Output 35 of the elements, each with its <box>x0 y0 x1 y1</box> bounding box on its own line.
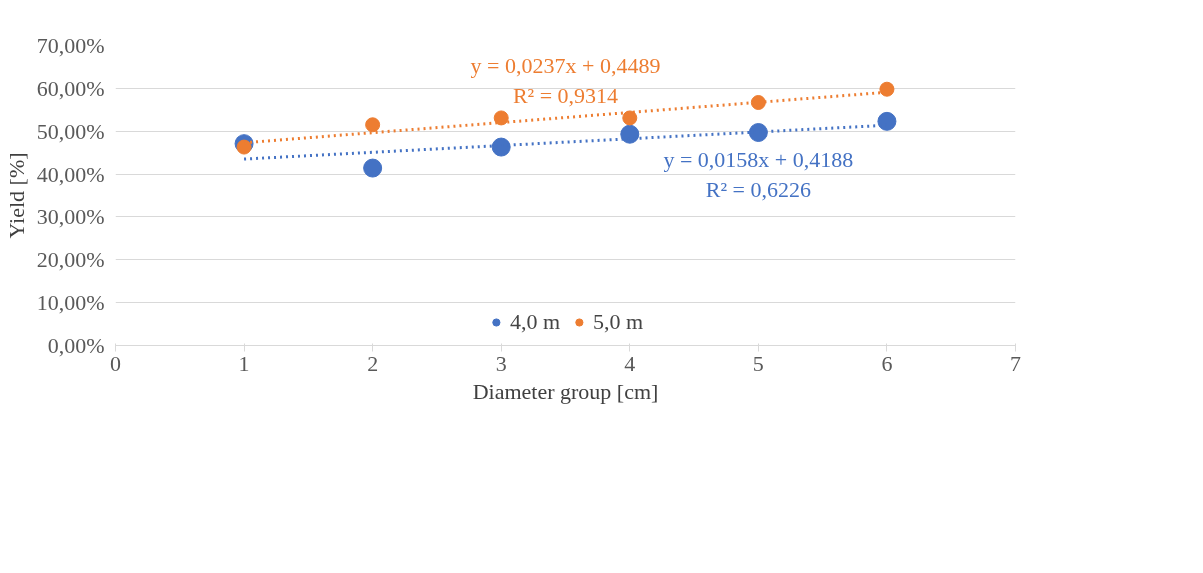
annotation: R² = 0,9314 <box>512 83 619 108</box>
annotation: y = 0,0158x + 0,4188 <box>663 147 854 173</box>
y-tick-label: 30,00% <box>36 204 105 230</box>
y-tick-label: 50,00% <box>36 118 105 144</box>
legend-label: 5,0 m <box>593 309 644 335</box>
point <box>365 117 381 133</box>
point <box>748 123 768 142</box>
x-tick-label: 6 <box>881 350 893 376</box>
x-tick-label: 4 <box>624 350 636 376</box>
point <box>493 110 509 126</box>
x-axis-title: Diameter group [cm] <box>472 378 659 404</box>
annotation: R² = 0,6226 <box>705 177 811 203</box>
point <box>363 158 383 178</box>
y-tick-label: 70,00% <box>36 33 105 58</box>
y-tick-label: 60,00% <box>36 75 105 101</box>
y-tick-label: 40,00% <box>36 161 105 187</box>
point <box>622 110 638 126</box>
point <box>620 124 640 144</box>
point <box>877 111 897 131</box>
y-tick-label: 20,00% <box>36 247 105 273</box>
point <box>879 81 895 97</box>
x-tick-label: 0 <box>110 350 121 376</box>
x-tick-label: 7 <box>1010 350 1021 376</box>
y-tick-label: 10,00% <box>36 290 105 316</box>
y-tick-label: 0,00% <box>47 333 105 358</box>
x-tick-label: 1 <box>238 350 250 376</box>
legend-label: 4,0 m <box>509 309 560 335</box>
point <box>236 139 252 155</box>
y-axis-title: Yield [%] <box>3 152 29 239</box>
point <box>491 137 511 157</box>
x-tick-label: 3 <box>495 350 507 376</box>
x-tick-label: 2 <box>367 350 379 376</box>
x-tick-label: 5 <box>752 350 764 376</box>
point <box>750 95 766 110</box>
annotation: y = 0,0237x + 0,4489 <box>470 53 661 78</box>
